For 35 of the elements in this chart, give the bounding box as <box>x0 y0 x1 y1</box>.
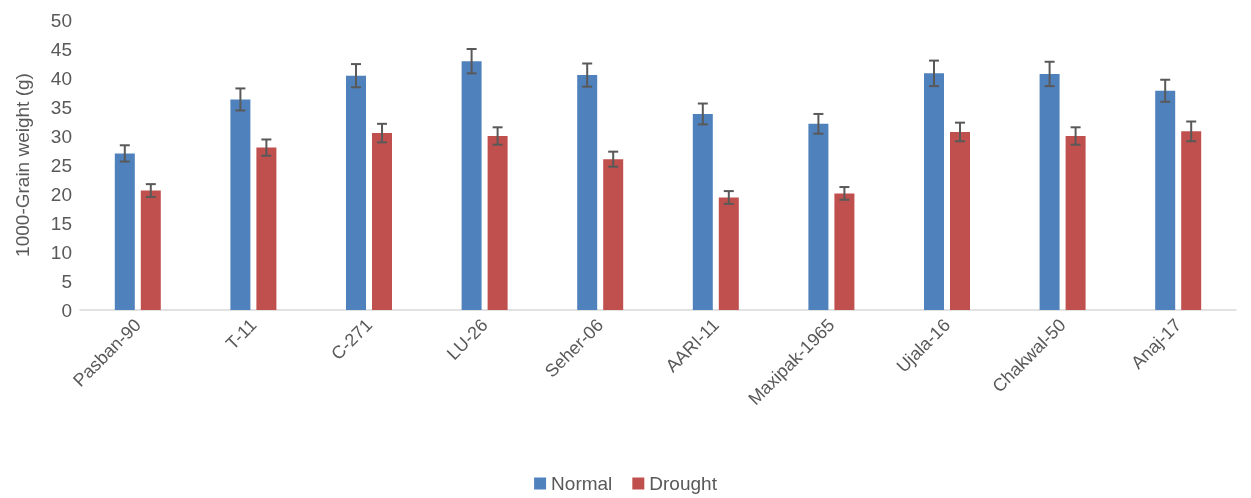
y-tick-label: 20 <box>50 183 72 205</box>
y-tick-label: 50 <box>50 9 72 31</box>
bar <box>1155 90 1176 310</box>
y-tick-label: 30 <box>50 125 72 147</box>
bar <box>114 153 135 310</box>
bar <box>808 123 829 310</box>
y-tick-label: 45 <box>50 38 72 60</box>
y-tick-label: 0 <box>61 299 72 321</box>
bar <box>577 75 598 310</box>
bar <box>372 133 392 310</box>
bar <box>950 131 970 310</box>
y-tick-label: 5 <box>61 270 72 292</box>
bar <box>1181 131 1202 310</box>
legend-label: Normal <box>551 473 613 494</box>
bar <box>140 190 161 310</box>
bar <box>487 136 508 310</box>
y-tick-label: 35 <box>50 96 72 118</box>
y-tick-label: 10 <box>50 241 72 263</box>
bar <box>924 73 944 310</box>
bar <box>692 113 713 310</box>
bar <box>346 75 366 310</box>
y-tick-label: 40 <box>50 67 72 89</box>
bar <box>230 99 251 310</box>
bar <box>718 197 739 310</box>
y-tick-label: 15 <box>50 212 72 234</box>
bar <box>1065 136 1086 310</box>
bar <box>834 193 855 310</box>
bar <box>461 61 482 310</box>
x-tick-label: T-11 <box>221 314 261 354</box>
y-tick-label: 25 <box>50 154 72 176</box>
bar <box>256 147 277 310</box>
bar <box>1039 73 1060 310</box>
legend-label: Drought <box>649 473 718 494</box>
y-axis-title: 1000-Grain weight (g) <box>12 73 33 257</box>
bar <box>603 159 624 310</box>
